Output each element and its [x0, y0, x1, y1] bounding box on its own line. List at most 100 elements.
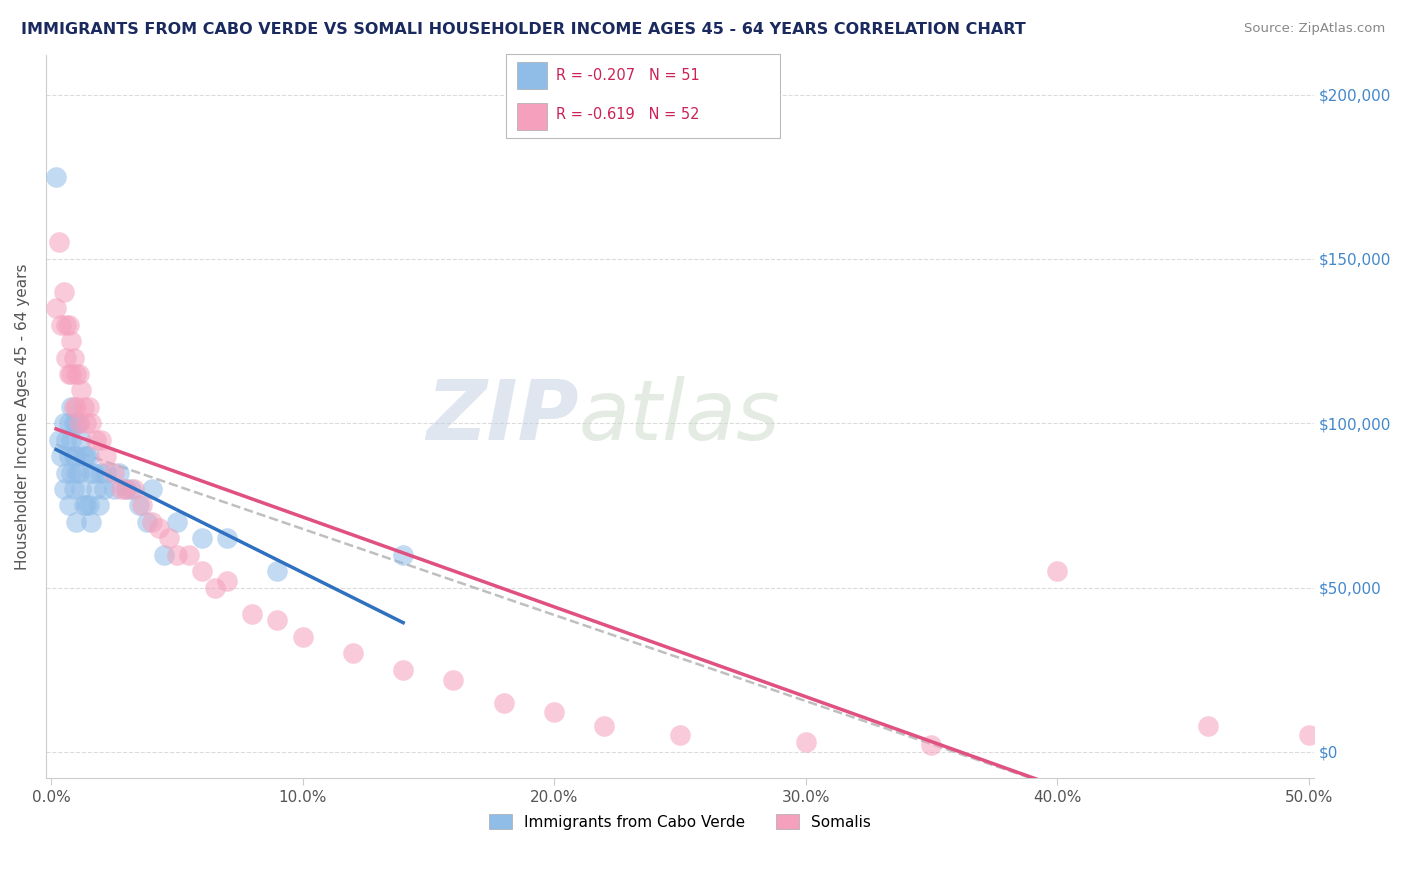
Point [191, 531, 214, 545]
Point [115, 482, 138, 496]
Point [96, 466, 118, 480]
Point [153, 548, 176, 562]
Legend: Immigrants from Cabo Verde, Somalis: Immigrants from Cabo Verde, Somalis [482, 807, 877, 836]
Point [62, 482, 84, 496]
Point [52, 417, 75, 431]
Point [217, 531, 239, 545]
Point [204, 581, 226, 595]
Point [67, 367, 90, 381]
Point [141, 482, 163, 496]
Point [62, 351, 84, 365]
Point [77, 400, 100, 414]
Point [49, 449, 72, 463]
Point [179, 548, 201, 562]
Text: R = -0.207   N = 51: R = -0.207 N = 51 [555, 69, 699, 84]
Point [103, 466, 125, 480]
Point [135, 515, 157, 529]
Point [58, 499, 80, 513]
Point [65, 417, 87, 431]
Point [62, 400, 84, 414]
Point [240, 607, 263, 621]
Point [55, 433, 77, 447]
Point [443, 673, 465, 687]
Point [48, 433, 70, 447]
Point [80, 515, 103, 529]
Point [67, 466, 90, 480]
Point [67, 417, 90, 431]
Point [1046, 564, 1069, 578]
Point [73, 400, 96, 414]
Point [55, 466, 77, 480]
Point [103, 482, 125, 496]
Point [110, 482, 132, 496]
Point [55, 351, 77, 365]
Point [45, 301, 67, 316]
Point [60, 367, 83, 381]
Point [49, 318, 72, 332]
Y-axis label: Householder Income Ages 45 - 64 years: Householder Income Ages 45 - 64 years [15, 263, 30, 570]
Point [65, 515, 87, 529]
Point [75, 417, 97, 431]
Point [266, 614, 288, 628]
Point [77, 449, 100, 463]
Point [122, 482, 145, 496]
Point [60, 433, 83, 447]
Point [65, 466, 87, 480]
Point [392, 548, 415, 562]
Point [84, 482, 107, 496]
Point [84, 433, 107, 447]
Point [93, 482, 115, 496]
Point [62, 417, 84, 431]
Text: ZIP: ZIP [426, 376, 578, 458]
Point [67, 417, 90, 431]
Point [148, 521, 170, 535]
Point [108, 466, 131, 480]
Point [392, 663, 415, 677]
Text: atlas: atlas [578, 376, 780, 458]
Point [73, 449, 96, 463]
Point [920, 739, 942, 753]
Point [669, 729, 692, 743]
Point [115, 482, 138, 496]
Point [75, 499, 97, 513]
Point [1298, 729, 1320, 743]
Point [543, 706, 565, 720]
Point [60, 334, 83, 348]
Point [58, 449, 80, 463]
Point [128, 499, 150, 513]
Point [58, 367, 80, 381]
Point [52, 285, 75, 299]
Point [80, 466, 103, 480]
Point [342, 646, 364, 660]
Point [58, 417, 80, 431]
Point [70, 384, 93, 398]
Point [80, 417, 103, 431]
Point [166, 548, 188, 562]
Point [266, 564, 288, 578]
FancyBboxPatch shape [517, 62, 547, 89]
Point [1197, 718, 1219, 732]
Point [60, 466, 83, 480]
Point [166, 515, 188, 529]
Point [73, 499, 96, 513]
FancyBboxPatch shape [506, 54, 780, 138]
Point [217, 574, 239, 588]
Text: Source: ZipAtlas.com: Source: ZipAtlas.com [1244, 22, 1385, 36]
Point [70, 482, 93, 496]
Point [90, 433, 112, 447]
Text: IMMIGRANTS FROM CABO VERDE VS SOMALI HOUSEHOLDER INCOME AGES 45 - 64 YEARS CORRE: IMMIGRANTS FROM CABO VERDE VS SOMALI HOU… [21, 22, 1026, 37]
Text: R = -0.619   N = 52: R = -0.619 N = 52 [555, 107, 699, 121]
Point [492, 696, 515, 710]
Point [593, 718, 616, 732]
FancyBboxPatch shape [517, 103, 547, 130]
Point [45, 169, 67, 184]
Point [77, 499, 100, 513]
Point [141, 515, 163, 529]
Point [65, 367, 87, 381]
Point [121, 482, 143, 496]
Point [52, 482, 75, 496]
Point [90, 466, 112, 480]
Point [157, 531, 180, 545]
Point [48, 235, 70, 250]
Point [87, 499, 110, 513]
